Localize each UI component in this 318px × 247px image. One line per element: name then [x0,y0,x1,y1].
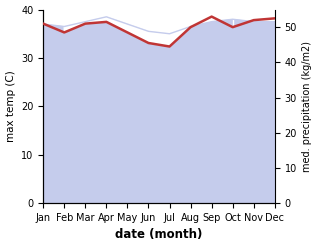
Y-axis label: max temp (C): max temp (C) [5,70,16,142]
X-axis label: date (month): date (month) [115,228,203,242]
Y-axis label: med. precipitation (kg/m2): med. precipitation (kg/m2) [302,41,313,172]
